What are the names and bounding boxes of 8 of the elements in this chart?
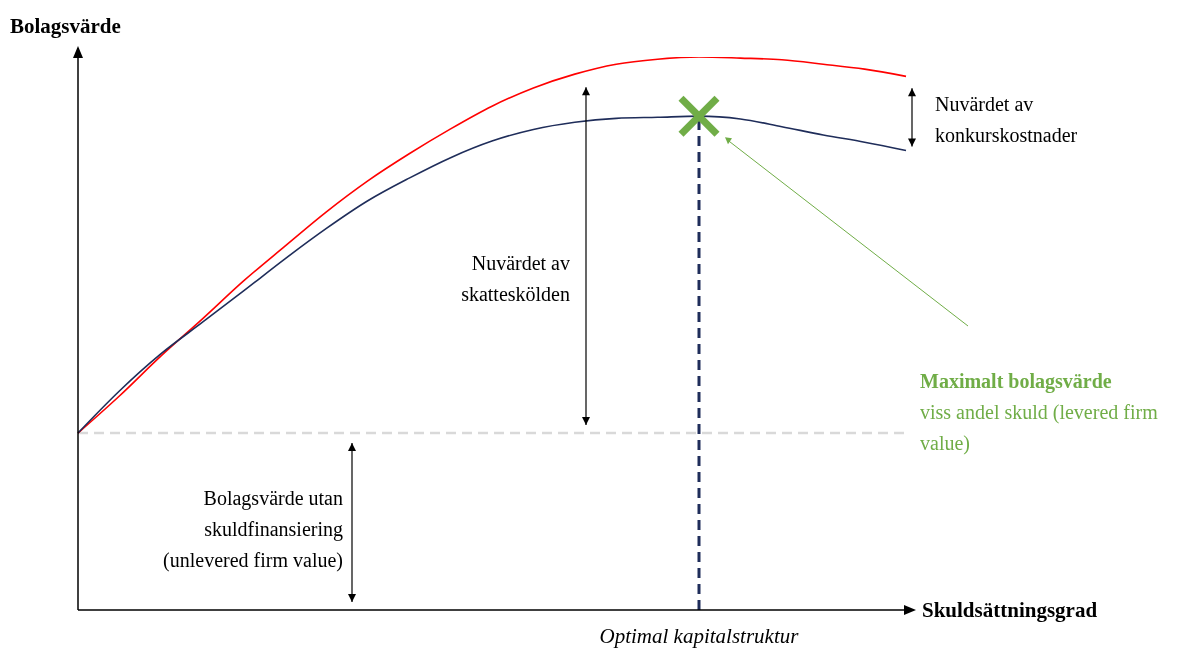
text: Maximalt bolagsvärde <box>920 369 1113 395</box>
text: viss andel skuld (levered firm value) <box>920 400 1159 457</box>
x-axis-title: Skuldsättningsgrad <box>922 598 1098 622</box>
annotation: Bolagsvärde utan skuldfinansiering (unlevered firm value) <box>162 486 343 574</box>
text: Optimal kapitalstruktur <box>599 624 799 648</box>
y-axis-title: Bolagsvärde <box>10 14 121 38</box>
annotation: Nuvärdet av skatteskölden <box>460 251 570 307</box>
text: Nuvärdet av konkurskostnader <box>935 92 1079 148</box>
